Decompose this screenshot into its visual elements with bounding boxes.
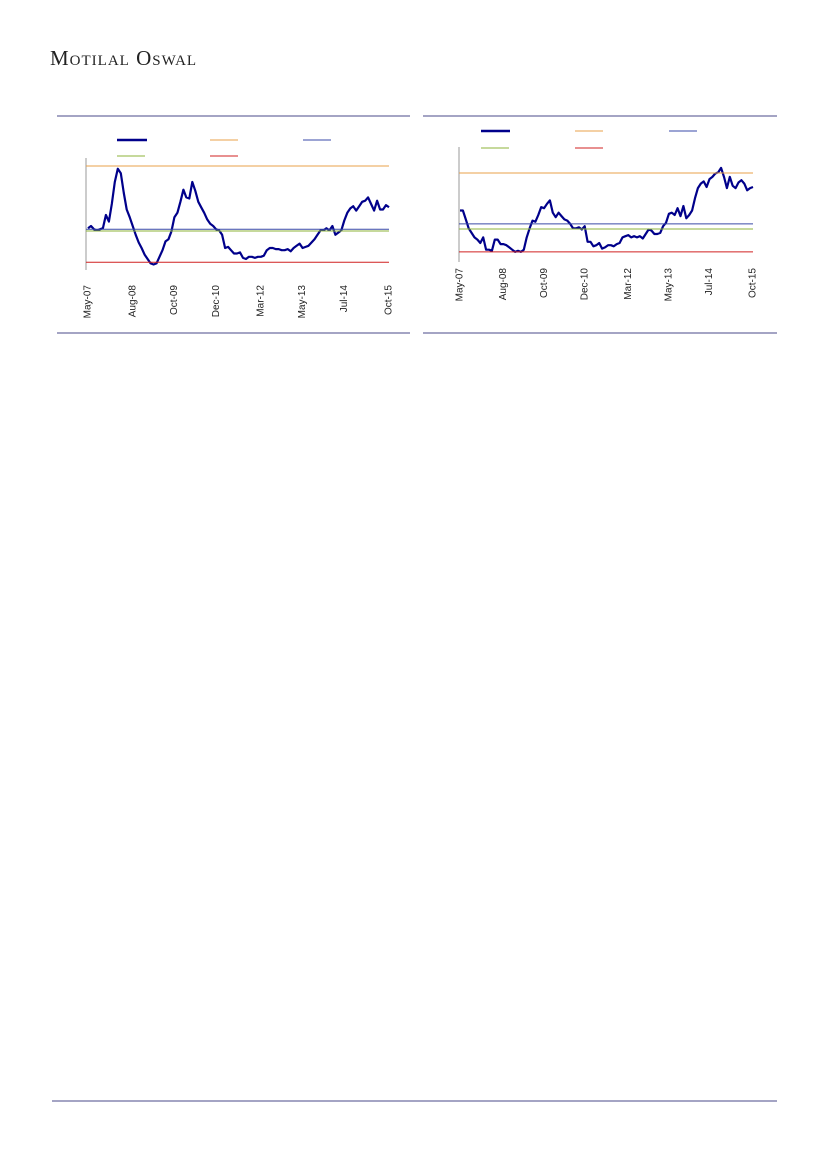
x-tick-label: Oct-15 bbox=[384, 285, 395, 315]
x-tick-label: May-07 bbox=[83, 285, 94, 319]
x-tick-label: May-13 bbox=[664, 268, 675, 302]
series-line bbox=[87, 167, 390, 266]
x-tick-label: Aug-08 bbox=[127, 285, 138, 318]
x-tick-label: Jul-14 bbox=[339, 285, 350, 313]
x-tick-label: Dec-10 bbox=[211, 285, 222, 318]
x-tick-label: Mar-12 bbox=[623, 268, 634, 300]
x-tick-label: May-07 bbox=[455, 268, 466, 302]
x-tick-label: Mar-12 bbox=[255, 285, 266, 317]
x-tick-label: Oct-09 bbox=[169, 285, 180, 315]
x-tick-label: Jul-14 bbox=[704, 268, 715, 296]
x-tick-label: Dec-10 bbox=[579, 268, 590, 301]
series-line bbox=[460, 166, 754, 253]
x-tick-label: Oct-15 bbox=[748, 268, 759, 298]
brand: Motilal Oswal bbox=[50, 46, 198, 70]
x-tick-label: May-13 bbox=[297, 285, 308, 319]
x-tick-label: Oct-09 bbox=[539, 268, 550, 298]
x-tick-label: Aug-08 bbox=[498, 268, 509, 301]
